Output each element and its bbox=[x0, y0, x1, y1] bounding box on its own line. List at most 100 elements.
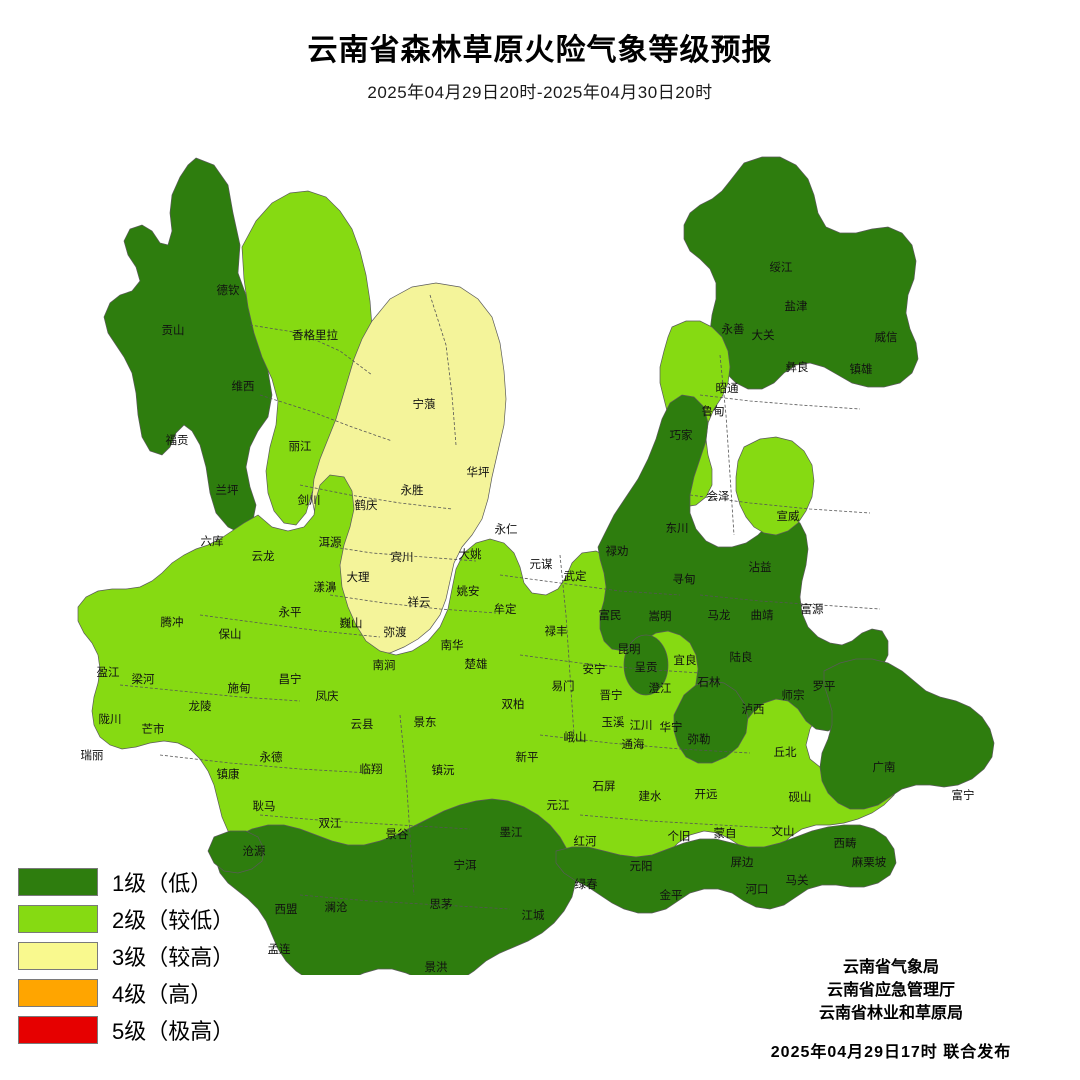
county-label: 六库 bbox=[201, 534, 224, 548]
county-label: 澄江 bbox=[649, 681, 672, 695]
legend-item-5[interactable]: 5级（极高） bbox=[18, 1014, 234, 1045]
county-label: 通海 bbox=[622, 737, 645, 751]
county-label: 龙陵 bbox=[189, 700, 212, 713]
county-label: 弥渡 bbox=[384, 625, 407, 639]
legend-item-2[interactable]: 2级（较低） bbox=[18, 903, 234, 934]
county-label: 镇康 bbox=[217, 767, 240, 781]
legend-item-4[interactable]: 4级（高） bbox=[18, 977, 234, 1008]
county-label: 巧家 bbox=[670, 428, 693, 442]
region-level1-northeast[interactable] bbox=[683, 156, 919, 390]
county-label: 丽江 bbox=[289, 440, 312, 453]
county-label: 罗平 bbox=[813, 680, 836, 693]
county-label: 南涧 bbox=[373, 658, 396, 672]
county-label: 弥勒 bbox=[688, 732, 711, 746]
county-label: 孟连 bbox=[268, 942, 291, 956]
county-label: 富民 bbox=[599, 608, 622, 622]
region-level3-central-north[interactable] bbox=[311, 282, 507, 654]
county-label: 永平 bbox=[279, 605, 302, 619]
county-label: 景东 bbox=[414, 716, 437, 729]
page-title: 云南省森林草原火险气象等级预报 bbox=[307, 34, 773, 67]
county-label: 盈江 bbox=[97, 666, 120, 679]
county-label: 维西 bbox=[232, 380, 255, 393]
county-label: 巍山 bbox=[340, 617, 363, 630]
legend: 1级（低） 2级（较低） 3级（较高） 4级（高） 5级（极高） bbox=[18, 866, 234, 1051]
county-label: 永仁 bbox=[495, 522, 518, 536]
county-label: 宣威 bbox=[777, 509, 800, 523]
county-label: 双江 bbox=[319, 817, 342, 830]
region-level1-cangyuan[interactable] bbox=[207, 830, 265, 874]
county-label: 陆良 bbox=[730, 650, 753, 664]
region-level1-southeast-border[interactable] bbox=[555, 824, 897, 914]
legend-label-level-3: 3级（较高） bbox=[112, 944, 235, 970]
county-label: 丘北 bbox=[774, 746, 797, 759]
region-level1-mile-luxi[interactable] bbox=[673, 680, 749, 764]
region-level2-xuanwei[interactable] bbox=[735, 436, 815, 536]
county-label: 耿马 bbox=[253, 799, 276, 813]
county-label: 晋宁 bbox=[600, 688, 623, 702]
county-label: 香格里拉 bbox=[292, 328, 338, 342]
county-label: 建水 bbox=[639, 789, 662, 803]
county-label: 施甸 bbox=[228, 682, 251, 695]
county-label: 德钦 bbox=[217, 283, 240, 297]
county-label: 西盟 bbox=[275, 903, 298, 916]
legend-swatch-level-2 bbox=[18, 904, 98, 933]
county-label: 元谋 bbox=[530, 558, 553, 571]
county-label: 临翔 bbox=[360, 762, 383, 776]
county-label: 安宁 bbox=[583, 662, 606, 676]
region-level1-northwest[interactable] bbox=[103, 157, 273, 534]
county-label: 牟定 bbox=[494, 602, 517, 616]
county-label: 文山 bbox=[772, 824, 795, 838]
region-level1-south[interactable] bbox=[215, 798, 577, 975]
legend-item-3[interactable]: 3级（较高） bbox=[18, 940, 234, 971]
county-label: 镇雄 bbox=[850, 362, 873, 376]
county-label: 昆明 bbox=[618, 643, 641, 656]
county-label: 玉溪 bbox=[602, 716, 625, 729]
county-label: 兰坪 bbox=[216, 484, 239, 497]
county-label: 绥江 bbox=[770, 261, 793, 274]
county-label: 西畴 bbox=[834, 837, 857, 850]
legend-swatch-level-4 bbox=[18, 978, 98, 1007]
county-label: 石屏 bbox=[593, 780, 616, 793]
county-label: 凤庆 bbox=[316, 689, 339, 703]
county-label: 沧源 bbox=[243, 844, 266, 858]
legend-item-1[interactable]: 1级（低） bbox=[18, 866, 234, 897]
map-container: 贡山 德钦 维西 福贡 兰坪 六库 香格里拉 丽江 剑川 宁蒗 永胜 华坪 鹤庆 洱源 宾川 大理 漾濞 巍山 祥云… bbox=[0, 95, 1080, 975]
legend-label-level-2: 2级（较低） bbox=[112, 907, 235, 933]
county-label: 陇川 bbox=[99, 712, 122, 726]
county-label: 元江 bbox=[547, 799, 570, 812]
county-label: 福贡 bbox=[166, 433, 189, 447]
legend-label-level-4: 4级（高） bbox=[112, 981, 213, 1007]
county-label: 富源 bbox=[801, 602, 824, 616]
region-level1-northeast-central[interactable] bbox=[597, 394, 889, 734]
region-level2-main-body[interactable] bbox=[77, 474, 901, 876]
county-label: 易门 bbox=[552, 679, 575, 693]
county-label: 武定 bbox=[564, 569, 587, 583]
legend-swatch-level-3 bbox=[18, 941, 98, 970]
county-label: 剑川 bbox=[298, 493, 321, 507]
region-level1-chenggong[interactable] bbox=[623, 634, 669, 696]
county-label: 师宗 bbox=[782, 688, 805, 702]
region-level1-guangnan-funing[interactable] bbox=[819, 658, 995, 810]
legend-swatch-level-1 bbox=[18, 867, 98, 896]
county-label: 永善 bbox=[722, 322, 745, 336]
county-label: 宾川 bbox=[391, 550, 414, 564]
county-label: 富宁 bbox=[952, 788, 975, 802]
county-label: 新平 bbox=[516, 750, 539, 764]
county-label: 禄丰 bbox=[545, 624, 568, 638]
county-label: 腾冲 bbox=[161, 615, 184, 629]
county-label: 保山 bbox=[219, 627, 242, 641]
county-label: 峨山 bbox=[564, 731, 587, 744]
county-label: 盐津 bbox=[785, 300, 808, 313]
county-label: 景洪 bbox=[425, 960, 448, 974]
county-label: 鹤庆 bbox=[355, 498, 378, 512]
county-label: 绿春 bbox=[575, 877, 598, 891]
county-label: 威信 bbox=[875, 331, 898, 344]
forecast-period: 2025年04月29日20时-2025年04月30日20时 bbox=[367, 83, 713, 102]
county-label: 华宁 bbox=[660, 720, 683, 734]
legend-label-level-5: 5级（极高） bbox=[112, 1018, 235, 1044]
county-label: 河口 bbox=[746, 883, 769, 896]
county-label: 马龙 bbox=[708, 609, 731, 622]
county-label: 大姚 bbox=[459, 547, 482, 561]
